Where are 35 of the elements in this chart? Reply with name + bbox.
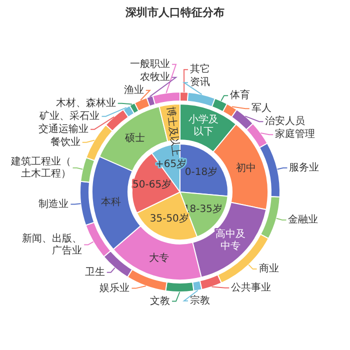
slice-label: 资讯 [190,76,210,88]
slice-label: 公共事业 [231,281,272,294]
slice-label: 矿业、采石业 [38,110,100,122]
slice-label: 博士及以上 [164,106,182,157]
slice-label: 本科 [100,196,121,208]
slice-label: 一般职业 [130,58,170,70]
slice-label: 服务业 [289,161,320,174]
slice-label: 渔业 [124,84,144,96]
slice-label: 建筑工程业（土木工程） [10,155,71,180]
slice-label: 农牧业 [140,70,170,83]
slice-label: 宗教 [190,294,210,306]
slice-label: 娱乐业 [100,282,130,294]
slice-label: 其它 [190,63,210,76]
slice-label: 金融业 [288,213,318,226]
slice-label: 0-18岁 [184,166,218,178]
slice-label: 家庭管理 [275,128,316,140]
slice-label: 文教 [150,294,170,307]
slice-label: 制造业 [38,198,69,210]
chart-title: 深圳市人口特征分布 [124,6,224,19]
slice-label: 大专 [148,252,169,264]
slice-label: 新闻、出版、广告业 [22,232,82,256]
slice-label: 卫生 [84,266,105,278]
slice-label: 初中 [236,162,256,174]
slice-label: 商业 [258,262,279,275]
slice-label: 餐饮业 [50,136,80,148]
slice-label: 50-65岁 [132,178,172,191]
slice-label: 军人 [251,103,272,114]
slice-label: 高中及中专 [216,228,246,252]
slice-label: 硕士 [124,132,146,144]
slice-label: 体育 [230,89,250,102]
slice-label: 交通运输业 [38,122,88,135]
slice-label: 治安人员 [265,115,306,128]
slice-label: 35-50岁 [150,212,189,224]
slice-label: 木材、森林业 [56,96,116,109]
slice-label: 小学及以下 [188,114,219,138]
